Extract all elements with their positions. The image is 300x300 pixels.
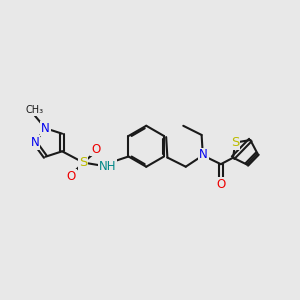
Text: O: O xyxy=(67,170,76,183)
Text: O: O xyxy=(91,142,101,156)
Text: S: S xyxy=(79,156,88,169)
Text: N: N xyxy=(41,122,50,135)
Text: NH: NH xyxy=(99,160,116,173)
Text: N: N xyxy=(199,148,208,161)
Text: S: S xyxy=(231,136,239,149)
Text: O: O xyxy=(216,178,226,191)
Text: N: N xyxy=(31,136,39,149)
Text: CH₃: CH₃ xyxy=(26,105,44,115)
